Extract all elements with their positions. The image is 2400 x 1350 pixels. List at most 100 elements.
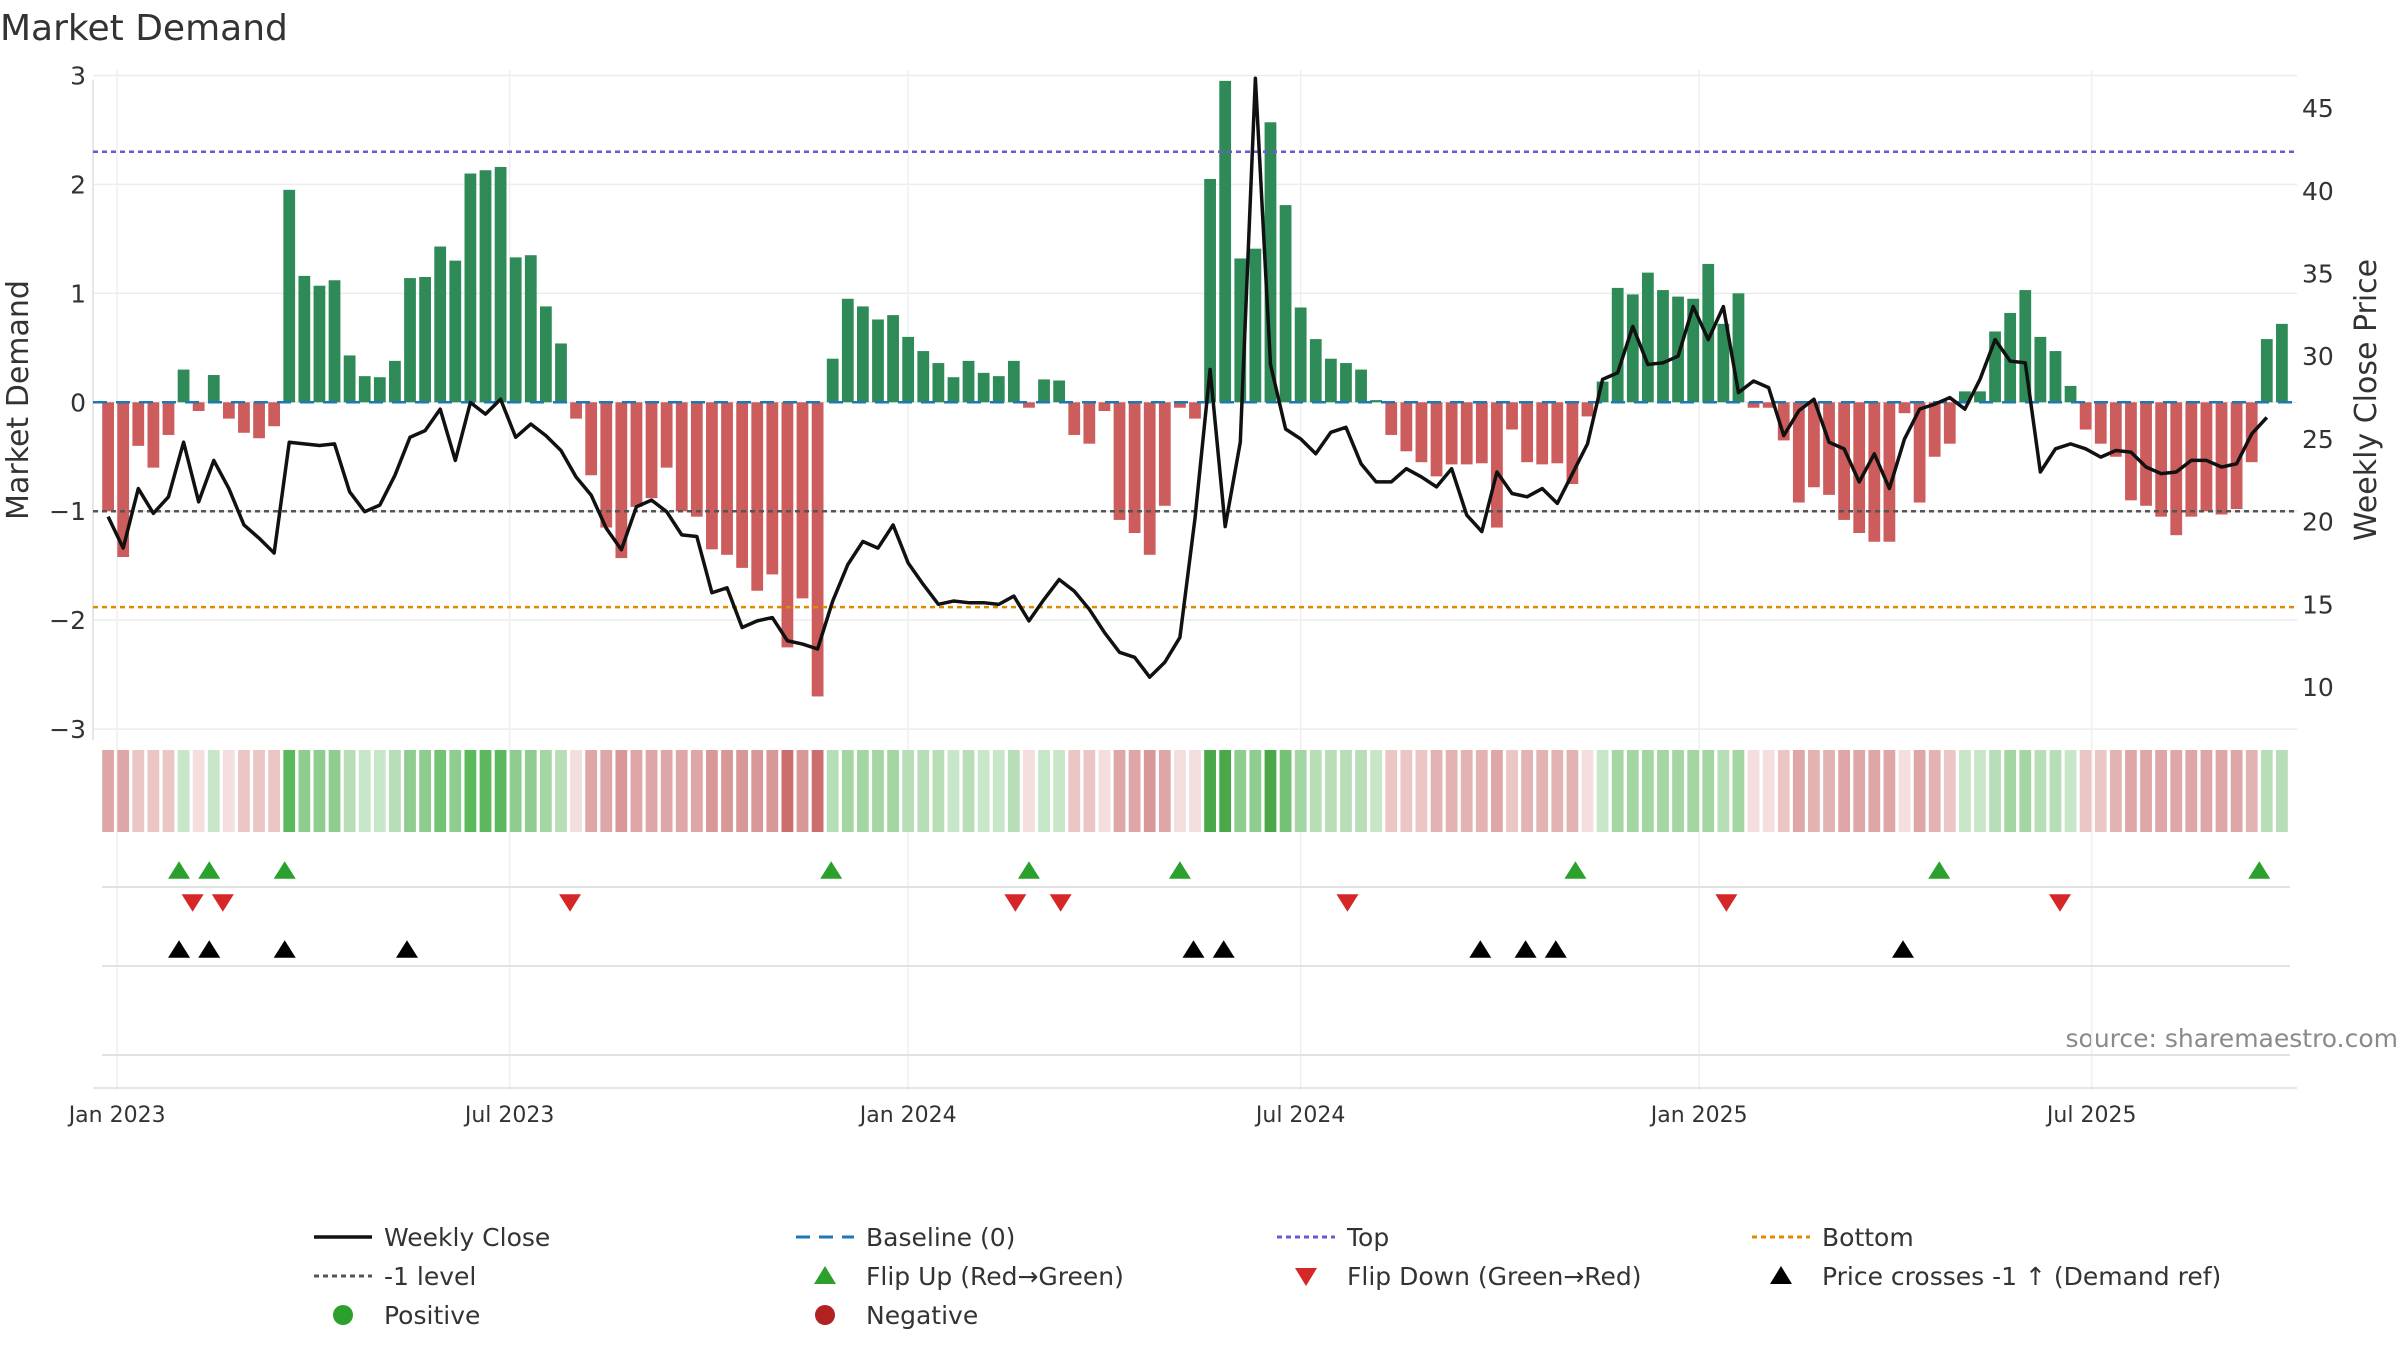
demand-bar [177,369,190,403]
demand-bar [2140,402,2152,506]
demand-bar [1460,402,1473,465]
demand-bar [781,402,794,648]
demand-bar [1974,391,1986,403]
demand-bar [207,375,220,403]
legend-swatch-circle [333,1305,353,1325]
demand-bar [1264,122,1277,403]
strip-cell [796,750,809,832]
flip-up-marker [1168,861,1191,879]
strip-cell [2049,750,2062,832]
date-tick-label: Jan 2025 [1649,1103,1748,1128]
strip-cell [2019,750,2032,832]
strip-cell [328,750,341,832]
demand-bar [1475,402,1488,464]
demand-bar [494,166,507,403]
demand-bar [2230,402,2243,510]
strip-cell [1189,750,1201,832]
strip-cell [1506,750,1518,832]
strip-cell [283,750,296,832]
demand-bar [524,255,537,403]
strip-cell [615,750,628,832]
left-tick-label: −1 [49,497,86,526]
strip-cell [2079,750,2092,832]
strip-cell [419,750,431,832]
demand-bar [872,319,884,403]
strip-cell [1007,750,1020,832]
strip-cell [2276,750,2288,832]
strip-cell [887,750,899,832]
strip-cell [1717,750,1730,832]
demand-bar [1989,331,2001,403]
strip-cell [1038,750,1050,832]
strip-cell [1777,750,1790,832]
demand-bar [1792,402,1805,503]
left-tick-label: 2 [70,170,86,199]
demand-bar [2215,402,2228,515]
demand-bar [1657,290,1669,403]
price-cross-marker [273,940,296,958]
demand-bar [1219,80,1232,403]
strip-cell [2004,750,2017,832]
demand-bar [977,372,990,403]
strip-cell [1702,750,1715,832]
strip-cell [1475,750,1488,832]
demand-bar [1113,402,1126,520]
demand-bar [192,402,205,411]
demand-bar [1883,402,1896,542]
left-tick-label: −2 [49,606,86,635]
demand-bar [1853,402,1866,534]
demand-bar [2200,402,2213,512]
strip-cell [826,750,839,832]
left-axis-title: Market Demand [1,280,36,520]
strip-cell [1264,750,1277,832]
flip-down-marker [1715,894,1738,912]
right-tick-label: 35 [2302,259,2334,288]
strip-cell [102,750,114,832]
strip-cell [1959,750,1971,832]
strip-cell [1641,750,1654,832]
demand-bar [811,402,824,697]
legend-item: Positive [384,1301,480,1330]
strip-cell [1687,750,1700,832]
demand-bar [1762,402,1775,408]
strip-cell [1083,750,1096,832]
demand-bar [222,402,235,419]
strip-cell [1853,750,1866,832]
demand-bar [162,402,175,435]
demand-bar [751,402,764,591]
legend-item: Flip Up (Red→Green) [866,1262,1124,1291]
demand-bar [1038,379,1050,403]
legend-item: Baseline (0) [866,1223,1015,1252]
strip-cell [706,750,718,832]
flip-up-marker [820,861,843,879]
strip-cell [1113,750,1126,832]
strip-cell [1234,750,1247,832]
strip-cell [1596,750,1609,832]
strip-cell [1974,750,1986,832]
price-cross-marker [1514,940,1537,958]
demand-bar [2064,385,2077,403]
right-tick-label: 40 [2302,177,2334,206]
demand-bar [419,276,431,403]
strip-cell [1219,750,1232,832]
flip-up-marker [273,861,296,879]
demand-bar [1536,402,1549,465]
demand-strip [102,750,2288,832]
demand-bar [1838,402,1851,520]
flip-up-marker [2248,861,2271,879]
demand-bar [1430,402,1443,477]
strip-cell [630,750,643,832]
strip-cell [902,750,915,832]
right-tick-label: 15 [2302,590,2334,619]
strip-cell [690,750,703,832]
strip-cell [2230,750,2243,832]
demand-bar [1174,402,1186,408]
strip-cell [992,750,1005,832]
left-tick-label: −3 [49,715,86,744]
demand-bar [1189,402,1201,419]
demand-bar [449,260,462,403]
legend-swatch-triangle-up [814,1266,836,1284]
demand-bar [1928,402,1941,457]
demand-bar [1204,178,1216,403]
demand-bar [1747,402,1760,408]
